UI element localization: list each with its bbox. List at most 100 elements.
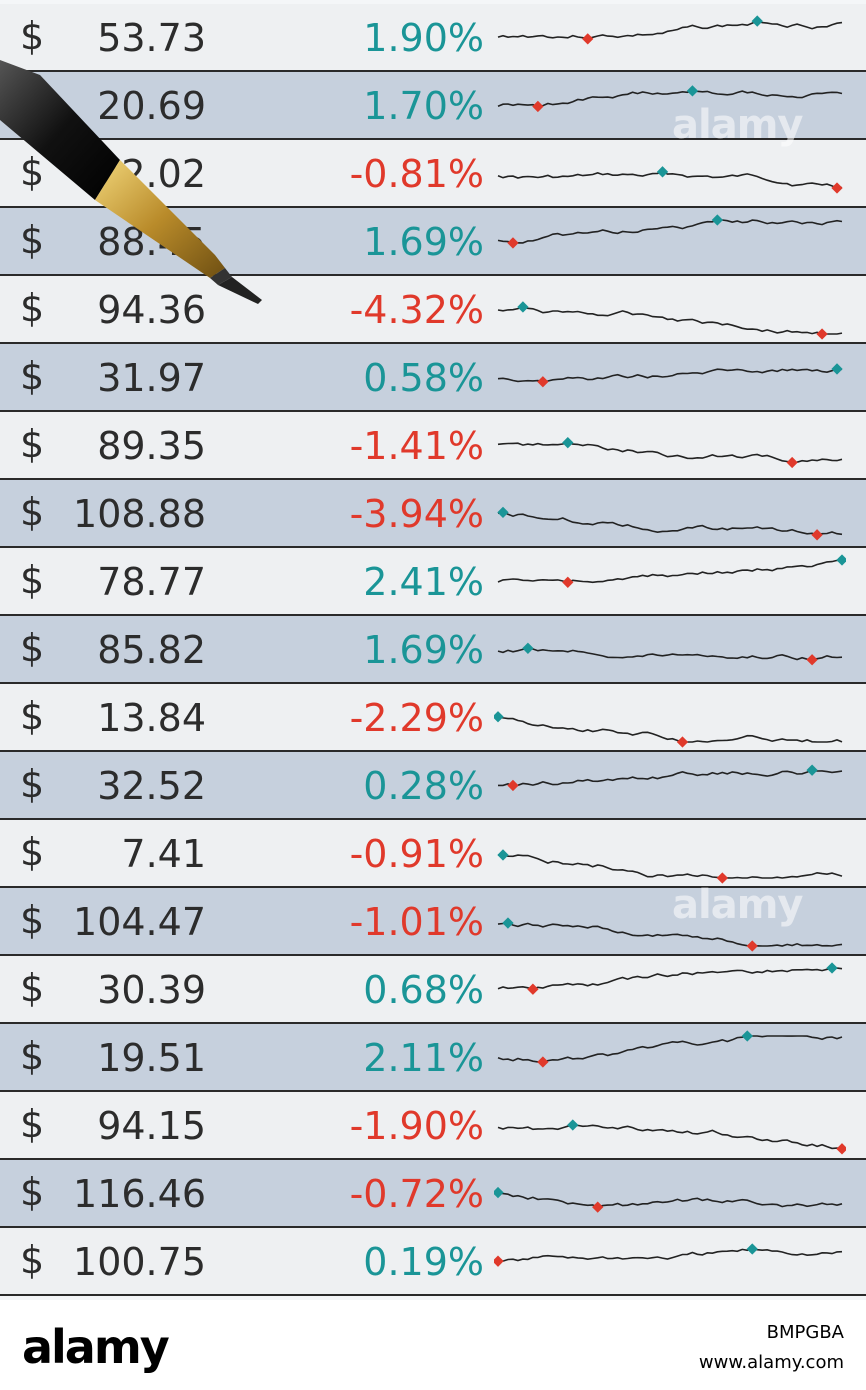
sparkline-path (497, 1124, 843, 1150)
sparkline-high-marker (836, 554, 846, 566)
percent-change-cell: -4.32% (349, 288, 484, 332)
sparkline-high-marker (751, 15, 763, 27)
sparkline (497, 917, 843, 952)
percent-change-cell: -2.29% (349, 696, 484, 740)
price-cell: 85.82 (97, 628, 206, 672)
sparkline-low-marker (582, 33, 594, 45)
sparkline (497, 214, 843, 249)
price-cell: 53.73 (97, 16, 206, 60)
sparkline-low-marker (811, 529, 823, 541)
sparkline-low-marker (786, 456, 798, 469)
percent-change-cell: 1.70% (363, 84, 484, 128)
sparkline-path (497, 922, 843, 947)
price-cell: 100.75 (73, 1240, 206, 1284)
currency-symbol: $ (20, 14, 45, 58)
sparkline (494, 1186, 843, 1213)
sparkline-high-marker (567, 1119, 579, 1131)
percent-change-cell: -0.81% (349, 152, 484, 196)
sparkline-low-marker (527, 983, 539, 995)
sparkline-path (498, 854, 843, 879)
price-cell: 94.36 (97, 288, 206, 332)
sparkline (497, 642, 843, 666)
sparkline-high-marker (502, 917, 514, 929)
price-cell: 7.41 (121, 832, 206, 876)
table-row: $78.77 2.41% (0, 548, 866, 616)
sparkline-path (497, 1035, 843, 1063)
sparkline-high-marker (517, 301, 529, 313)
sparkline-low-marker (592, 1201, 604, 1213)
percent-change-cell: 2.41% (363, 560, 484, 604)
sparkline-high-marker (494, 711, 504, 723)
sparkline (497, 15, 843, 45)
table-row: $116.46 -0.72% (0, 1160, 866, 1228)
currency-symbol: $ (20, 490, 45, 534)
currency-symbol: $ (20, 286, 45, 330)
price-cell: 32.52 (97, 764, 206, 808)
table-row: $53.73 1.90% (0, 4, 866, 72)
sparkline-high-marker (826, 962, 838, 974)
sparkline-high-marker (497, 506, 509, 519)
sparkline (497, 849, 843, 884)
percent-change-cell: -0.91% (349, 832, 484, 876)
sparkline (497, 437, 843, 469)
percent-change-cell: 0.19% (363, 1240, 484, 1284)
sparkline-low-marker (676, 736, 689, 748)
price-cell: 89.35 (97, 424, 206, 468)
footer (0, 1300, 866, 1390)
sparkline-low-marker (537, 1056, 549, 1068)
sparkline-low-marker (836, 1143, 846, 1155)
sparkline (497, 85, 843, 113)
sparkline (497, 1119, 846, 1155)
sparkline-low-marker (831, 182, 843, 194)
currency-symbol: $ (20, 1102, 45, 1146)
price-cell: 20.69 (97, 84, 206, 128)
sparkline-high-marker (522, 642, 534, 654)
price-cell: 104.47 (73, 900, 206, 944)
table-row: $94.36 -4.32% (0, 276, 866, 344)
sparkline-path (497, 559, 843, 584)
spreadsheet: $53.731.90%$20.691.70%$72.02-0.81%$88.45… (0, 4, 866, 1296)
site-url: www.alamy.com (698, 1352, 844, 1373)
currency-symbol: $ (20, 1238, 45, 1282)
price-cell: 31.97 (97, 356, 206, 400)
sparkline-path (498, 769, 843, 787)
currency-symbol: $ (20, 354, 45, 398)
sparkline (494, 711, 843, 748)
sparkline-high-marker (497, 849, 509, 861)
table-row: $19.51 2.11% (0, 1024, 866, 1092)
sparkline (497, 554, 846, 588)
table-row: $94.15 -1.90% (0, 1092, 866, 1160)
table-row: $85.82 1.69% (0, 616, 866, 684)
sparkline (494, 1243, 843, 1267)
sparkline-low-marker (562, 576, 574, 588)
sparkline-low-marker (816, 328, 828, 340)
sparkline-path (497, 967, 843, 991)
table-row: $13.84 -2.29% (0, 684, 866, 752)
currency-symbol: $ (20, 422, 45, 466)
table-row: $7.41 -0.91% (0, 820, 866, 888)
sparkline-high-marker (746, 1243, 758, 1255)
percent-change-cell: 0.58% (363, 356, 484, 400)
currency-symbol: $ (20, 830, 45, 874)
sparkline-path (497, 715, 843, 743)
price-cell: 108.88 (73, 492, 206, 536)
sparkline-low-marker (532, 100, 544, 113)
percent-change-cell: -3.94% (349, 492, 484, 536)
sparkline-low-marker (507, 237, 519, 249)
percent-change-cell: -1.41% (349, 424, 484, 468)
sparkline-path (497, 511, 843, 536)
table-row: $20.691.70% (0, 72, 866, 140)
sparkline-low-marker (494, 1255, 504, 1267)
pencil-icon (0, 60, 262, 304)
sparkline-low-marker (537, 376, 549, 388)
currency-symbol: $ (20, 558, 45, 602)
percent-change-cell: -1.01% (349, 900, 484, 944)
price-cell: 116.46 (73, 1172, 206, 1216)
sparkline (497, 166, 843, 194)
logo: alamy (22, 1320, 170, 1374)
percent-change-cell: -0.72% (349, 1172, 484, 1216)
sparkline-path (497, 647, 843, 661)
currency-symbol: $ (20, 898, 45, 942)
percent-change-cell: 1.69% (363, 628, 484, 672)
sparkline-path (497, 20, 843, 40)
